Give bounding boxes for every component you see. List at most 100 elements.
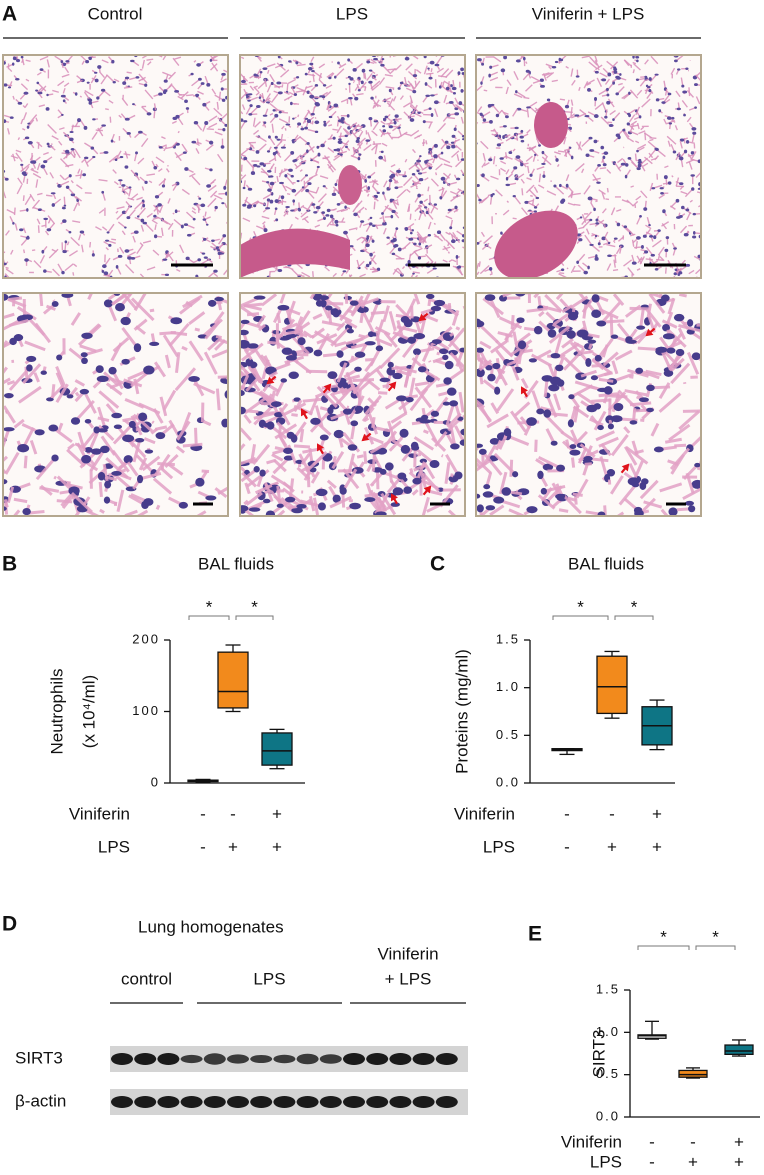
nucleus (551, 353, 561, 358)
tissue-wall (513, 218, 517, 219)
nucleus (243, 157, 247, 160)
nucleus (19, 228, 23, 231)
nucleus (350, 300, 359, 305)
nucleus (648, 89, 651, 92)
micrograph (470, 48, 707, 293)
y-tick-label: 0.0 (596, 1108, 620, 1123)
tissue-wall (591, 400, 610, 401)
nucleus (412, 229, 414, 231)
nucleus (36, 82, 39, 85)
micrograph (226, 276, 484, 531)
panel-letter: A (2, 3, 17, 26)
nucleus (536, 409, 544, 415)
y-tick-label: 200 (132, 631, 160, 646)
nucleus (649, 235, 653, 238)
nucleus (222, 99, 226, 102)
tissue-wall (599, 379, 613, 381)
nucleus (307, 119, 311, 123)
nucleus (534, 206, 537, 209)
nucleus (668, 507, 677, 516)
nucleus (412, 90, 416, 93)
nucleus (429, 107, 432, 110)
blot-band (111, 1053, 133, 1065)
nucleus (197, 258, 201, 261)
nucleus (5, 178, 9, 181)
treatment-label: Viniferin (454, 804, 515, 823)
nucleus (282, 347, 293, 354)
nucleus (122, 435, 134, 442)
nucleus (281, 195, 285, 199)
nucleus (266, 101, 270, 103)
group-label: LPS (253, 969, 285, 988)
nucleus (149, 342, 159, 346)
nucleus (287, 432, 295, 439)
nucleus (208, 300, 216, 307)
nucleus (88, 57, 92, 60)
nucleus (496, 114, 499, 117)
nucleus (393, 245, 397, 248)
tissue-wall (600, 168, 606, 169)
nucleus (292, 141, 295, 144)
nucleus (441, 177, 446, 181)
nucleus (417, 194, 421, 198)
tissue-wall (373, 252, 375, 253)
nucleus (268, 135, 271, 138)
nucleus (251, 171, 255, 175)
nucleus (378, 156, 383, 160)
nucleus (644, 76, 647, 78)
tissue-wall (450, 333, 453, 335)
tissue-wall (410, 214, 411, 220)
nucleus (481, 173, 485, 177)
nucleus (16, 59, 20, 62)
nucleus (247, 343, 258, 348)
tissue-wall (173, 213, 174, 214)
tissue-wall (558, 151, 565, 152)
nucleus (518, 340, 526, 349)
nucleus (419, 155, 422, 157)
nucleus (413, 348, 421, 355)
nucleus (12, 63, 14, 66)
nucleus (270, 200, 274, 204)
tissue-wall (373, 452, 374, 472)
nucleus (82, 173, 86, 176)
nucleus (20, 164, 23, 166)
treatment-sign: - (609, 804, 615, 823)
y-tick-label: 1.5 (596, 981, 620, 996)
micrograph (233, 50, 471, 284)
nucleus (588, 196, 593, 200)
nucleus (593, 208, 596, 212)
nucleus (454, 112, 459, 115)
nucleus (657, 229, 660, 232)
nucleus (448, 209, 452, 212)
nucleus (267, 188, 272, 192)
nucleus (606, 101, 610, 105)
nucleus (381, 151, 384, 153)
nucleus (494, 387, 500, 395)
tissue-wall (152, 422, 154, 423)
nucleus (521, 130, 524, 133)
nucleus (604, 386, 613, 395)
nucleus (576, 261, 579, 264)
nucleus (179, 502, 188, 509)
nucleus (89, 101, 92, 104)
nucleus (591, 375, 598, 380)
nucleus (241, 80, 246, 83)
nucleus (439, 196, 442, 199)
nucleus (135, 151, 138, 154)
nucleus (320, 144, 324, 148)
nucleus (248, 188, 252, 191)
tissue-wall (24, 249, 25, 253)
tissue-wall (633, 408, 634, 422)
nucleus (355, 352, 366, 358)
nucleus (694, 463, 700, 468)
nucleus (111, 413, 122, 418)
tissue-wall (431, 68, 432, 72)
nucleus (13, 57, 17, 61)
nucleus (651, 254, 655, 257)
nucleus (416, 160, 421, 163)
column-heading: LPS (336, 4, 368, 23)
nucleus (576, 75, 580, 77)
nucleus (685, 501, 694, 506)
nucleus (221, 202, 224, 204)
